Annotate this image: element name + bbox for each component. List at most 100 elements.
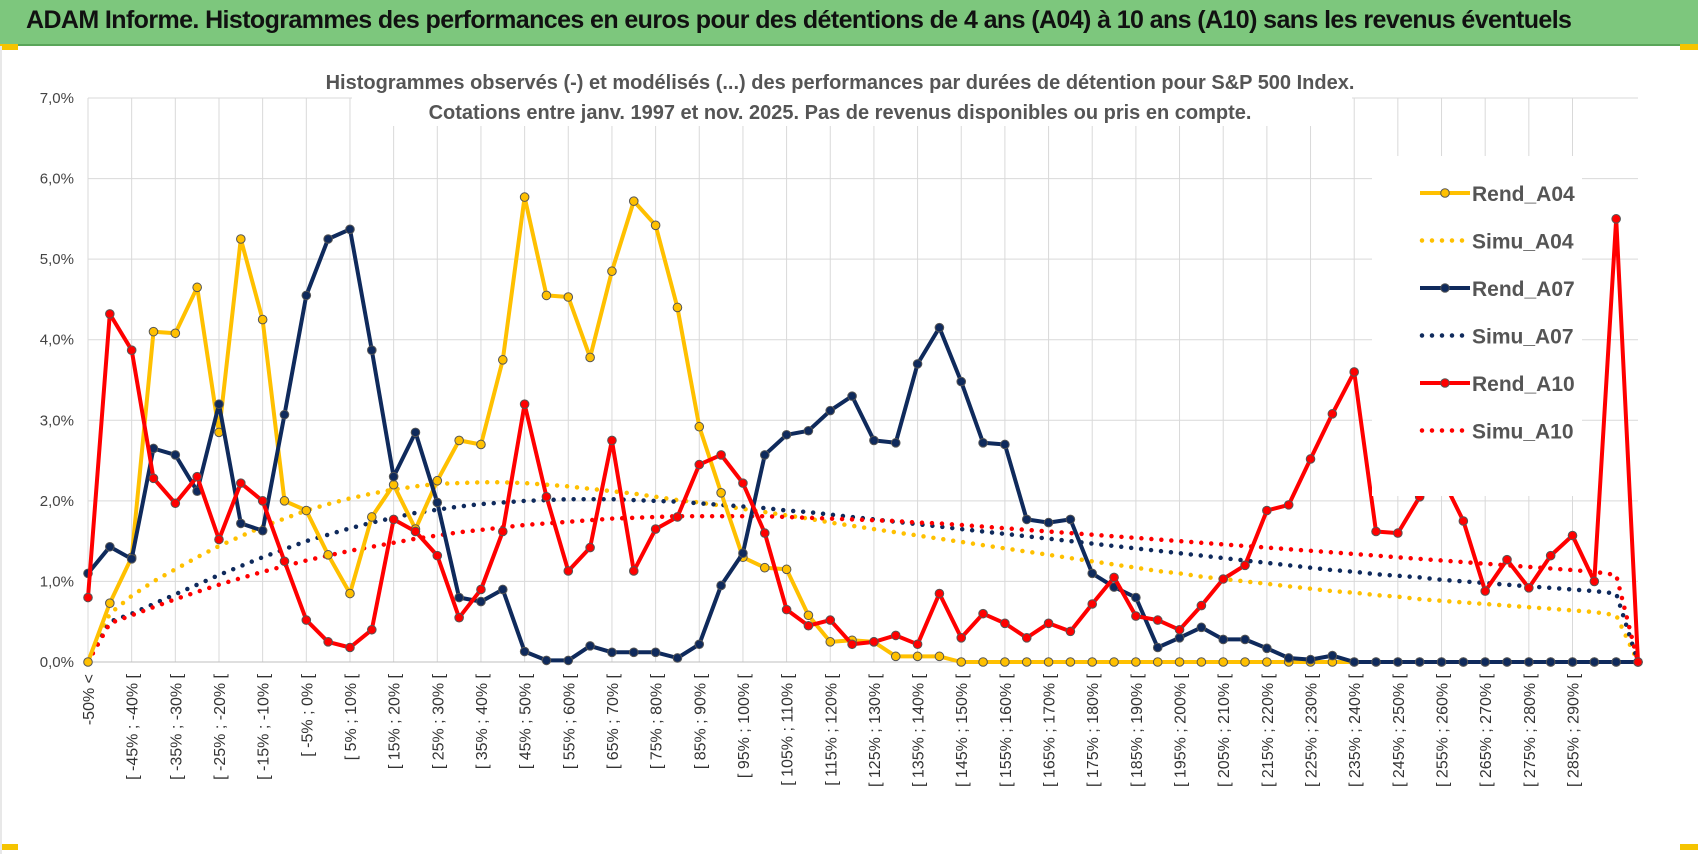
- data-point: [1218, 574, 1229, 584]
- histogram-chart: 0,0% 1,0% 2,0% 3,0% 4,0% 5,0% 6,0% 7,0% -50% < […: [40, 64, 1643, 787]
- x-tick-label: [ -25% ; -20% [: [212, 673, 229, 779]
- data-point: [1196, 622, 1207, 633]
- x-tick-label: [ 105% ; 110% [: [780, 673, 797, 785]
- data-point: [934, 322, 945, 333]
- data-point: [1458, 516, 1469, 526]
- report-banner: ADAM Informe. Histogrammes des performan…: [0, 0, 1698, 46]
- y-tick-label: 7,0%: [40, 90, 74, 107]
- y-tick-label: 6,0%: [40, 171, 74, 188]
- data-point: [1152, 642, 1163, 653]
- report-title: ADAM Informe. Histogrammes des performan…: [26, 6, 1572, 34]
- data-point: [301, 290, 312, 301]
- data-point: [650, 647, 661, 658]
- data-point: [1087, 657, 1098, 667]
- data-point: [388, 471, 399, 482]
- data-point: [1000, 618, 1010, 629]
- chart-title: Histogrammes observés (-) et modélisés (…: [326, 72, 1355, 94]
- data-point: [367, 624, 377, 635]
- x-tick-label: [ 225% ; 230% [: [1304, 673, 1321, 787]
- data-point: [1021, 657, 1032, 667]
- data-point: [236, 478, 246, 488]
- data-point: [1327, 650, 1338, 661]
- data-point: [1458, 657, 1469, 667]
- data-point: [323, 637, 333, 647]
- data-point: [1218, 634, 1229, 645]
- data-point: [694, 459, 705, 470]
- x-tick-label: [ 275% ; 280% [: [1522, 673, 1539, 787]
- data-point: [541, 655, 552, 666]
- data-point: [1262, 657, 1272, 667]
- x-tick-label: [ 205% ; 210% [: [1216, 673, 1233, 787]
- series-Rend_A10: [83, 214, 1643, 667]
- data-point: [1545, 657, 1556, 667]
- y-tick-label: 5,0%: [40, 251, 74, 268]
- data-point: [345, 588, 355, 599]
- x-tick-label: [ -5% ; 0% [: [299, 673, 316, 756]
- corner-accent: [1680, 44, 1698, 50]
- x-tick-label: [ 195% ; 200% [: [1173, 673, 1190, 787]
- x-tick-label: [ 245% ; 250% [: [1391, 673, 1408, 787]
- series-layer: [83, 192, 1643, 667]
- data-point: [672, 302, 683, 313]
- data-point: [454, 592, 464, 603]
- data-point: [1196, 600, 1207, 611]
- data-point: [1502, 657, 1512, 667]
- x-tick-label: [ 55% ; 60% [: [561, 673, 578, 769]
- data-point: [476, 439, 486, 450]
- y-axis-ticks: 0,0% 1,0% 2,0% 3,0% 4,0% 5,0% 6,0% 7,0%: [40, 90, 74, 671]
- legend-item: Rend_A07: [1420, 278, 1575, 301]
- data-point: [1174, 624, 1185, 635]
- x-tick-label: [ 115% ; 120% [: [823, 673, 840, 785]
- legend-item: Simu_A10: [1419, 421, 1574, 444]
- data-point: [956, 376, 967, 387]
- data-point: [912, 639, 923, 650]
- x-tick-label: [ -15% ; -10% [: [256, 673, 273, 779]
- data-point: [956, 633, 967, 643]
- data-point: [1109, 657, 1119, 667]
- data-point: [607, 435, 617, 446]
- data-point: [759, 562, 770, 573]
- data-point: [1218, 657, 1229, 667]
- data-point: [1414, 657, 1425, 667]
- x-tick-label: [ 145% ; 150% [: [954, 673, 971, 787]
- legend-item: Rend_A04: [1420, 183, 1575, 206]
- corner-accent: [0, 44, 18, 50]
- x-tick-label: [ 185% ; 190% [: [1129, 673, 1146, 787]
- data-point: [1065, 626, 1076, 637]
- data-point: [148, 473, 159, 484]
- data-point: [1524, 657, 1534, 667]
- legend-label: Simu_A04: [1472, 231, 1574, 254]
- data-point: [781, 604, 792, 615]
- x-tick-label: [ 135% ; 140% [: [911, 673, 928, 787]
- x-tick-label: [ 85% ; 90% [: [692, 673, 709, 769]
- chart-area: 0,0% 1,0% 2,0% 3,0% 4,0% 5,0% 6,0% 7,0% -50% < […: [0, 46, 1698, 854]
- data-point: [803, 425, 814, 436]
- data-point: [105, 541, 115, 552]
- data-point: [1349, 367, 1359, 377]
- data-point: [1087, 599, 1098, 609]
- data-point: [83, 657, 93, 667]
- data-point: [1305, 454, 1316, 464]
- data-point: [83, 592, 93, 603]
- data-point: [214, 399, 224, 409]
- data-point: [650, 524, 661, 534]
- data-point: [519, 646, 530, 657]
- data-point: [192, 282, 202, 293]
- corner-accent: [1680, 844, 1698, 850]
- data-point: [410, 427, 421, 438]
- data-point: [781, 564, 792, 575]
- data-point: [585, 542, 595, 553]
- data-point: [869, 637, 879, 647]
- data-point: [1480, 657, 1490, 667]
- data-point: [410, 526, 421, 537]
- data-point: [1545, 550, 1556, 561]
- data-point: [759, 528, 770, 538]
- data-point: [1327, 409, 1338, 419]
- data-point: [1174, 657, 1185, 667]
- data-point: [1611, 214, 1621, 224]
- data-point: [497, 526, 508, 537]
- data-point: [1305, 654, 1316, 665]
- data-point: [890, 651, 901, 662]
- data-point: [672, 653, 683, 663]
- data-point: [738, 478, 748, 488]
